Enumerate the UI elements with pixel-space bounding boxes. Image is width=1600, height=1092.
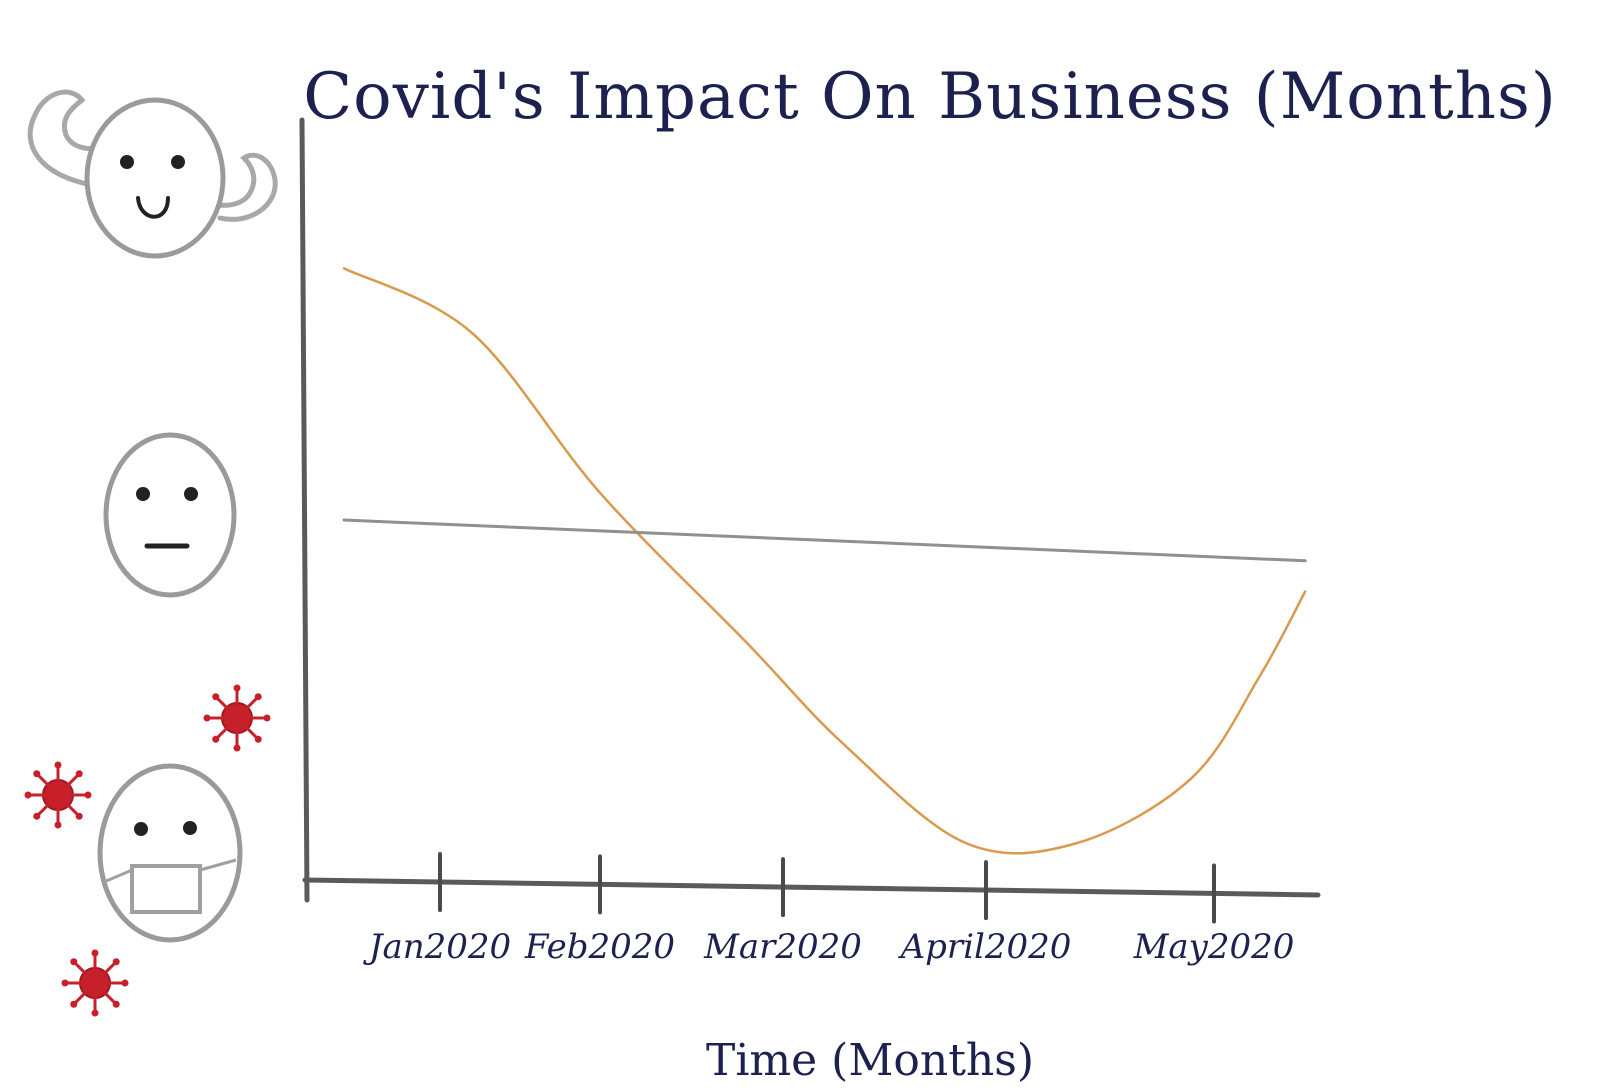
x-axis — [302, 877, 1321, 898]
virus-icon — [24, 761, 92, 829]
x-tick-label: Feb2020 — [524, 927, 675, 967]
masked-face-icon — [97, 763, 243, 943]
neutral-face-icon — [103, 432, 237, 598]
x-tick-label: Jan2020 — [363, 927, 511, 967]
virus-icon — [61, 949, 129, 1017]
reference-line — [342, 518, 1307, 563]
chart-title: Covid's Impact On Business (Months) — [303, 60, 1557, 134]
series-lines — [342, 267, 1307, 855]
virus-icon — [203, 684, 271, 752]
x-tick-label: Mar2020 — [703, 927, 862, 967]
x-axis-label: Time (Months) — [706, 1035, 1034, 1086]
business-impact-line — [342, 267, 1307, 855]
x-ticks — [438, 851, 1216, 924]
y-axis — [299, 117, 310, 903]
x-tick-labels: Jan2020 Feb2020 Mar2020 April2020 May2020 — [363, 927, 1295, 967]
x-tick-label: April2020 — [898, 927, 1072, 967]
happy-strong-face-icon — [27, 89, 278, 259]
x-tick-label: May2020 — [1133, 927, 1295, 967]
